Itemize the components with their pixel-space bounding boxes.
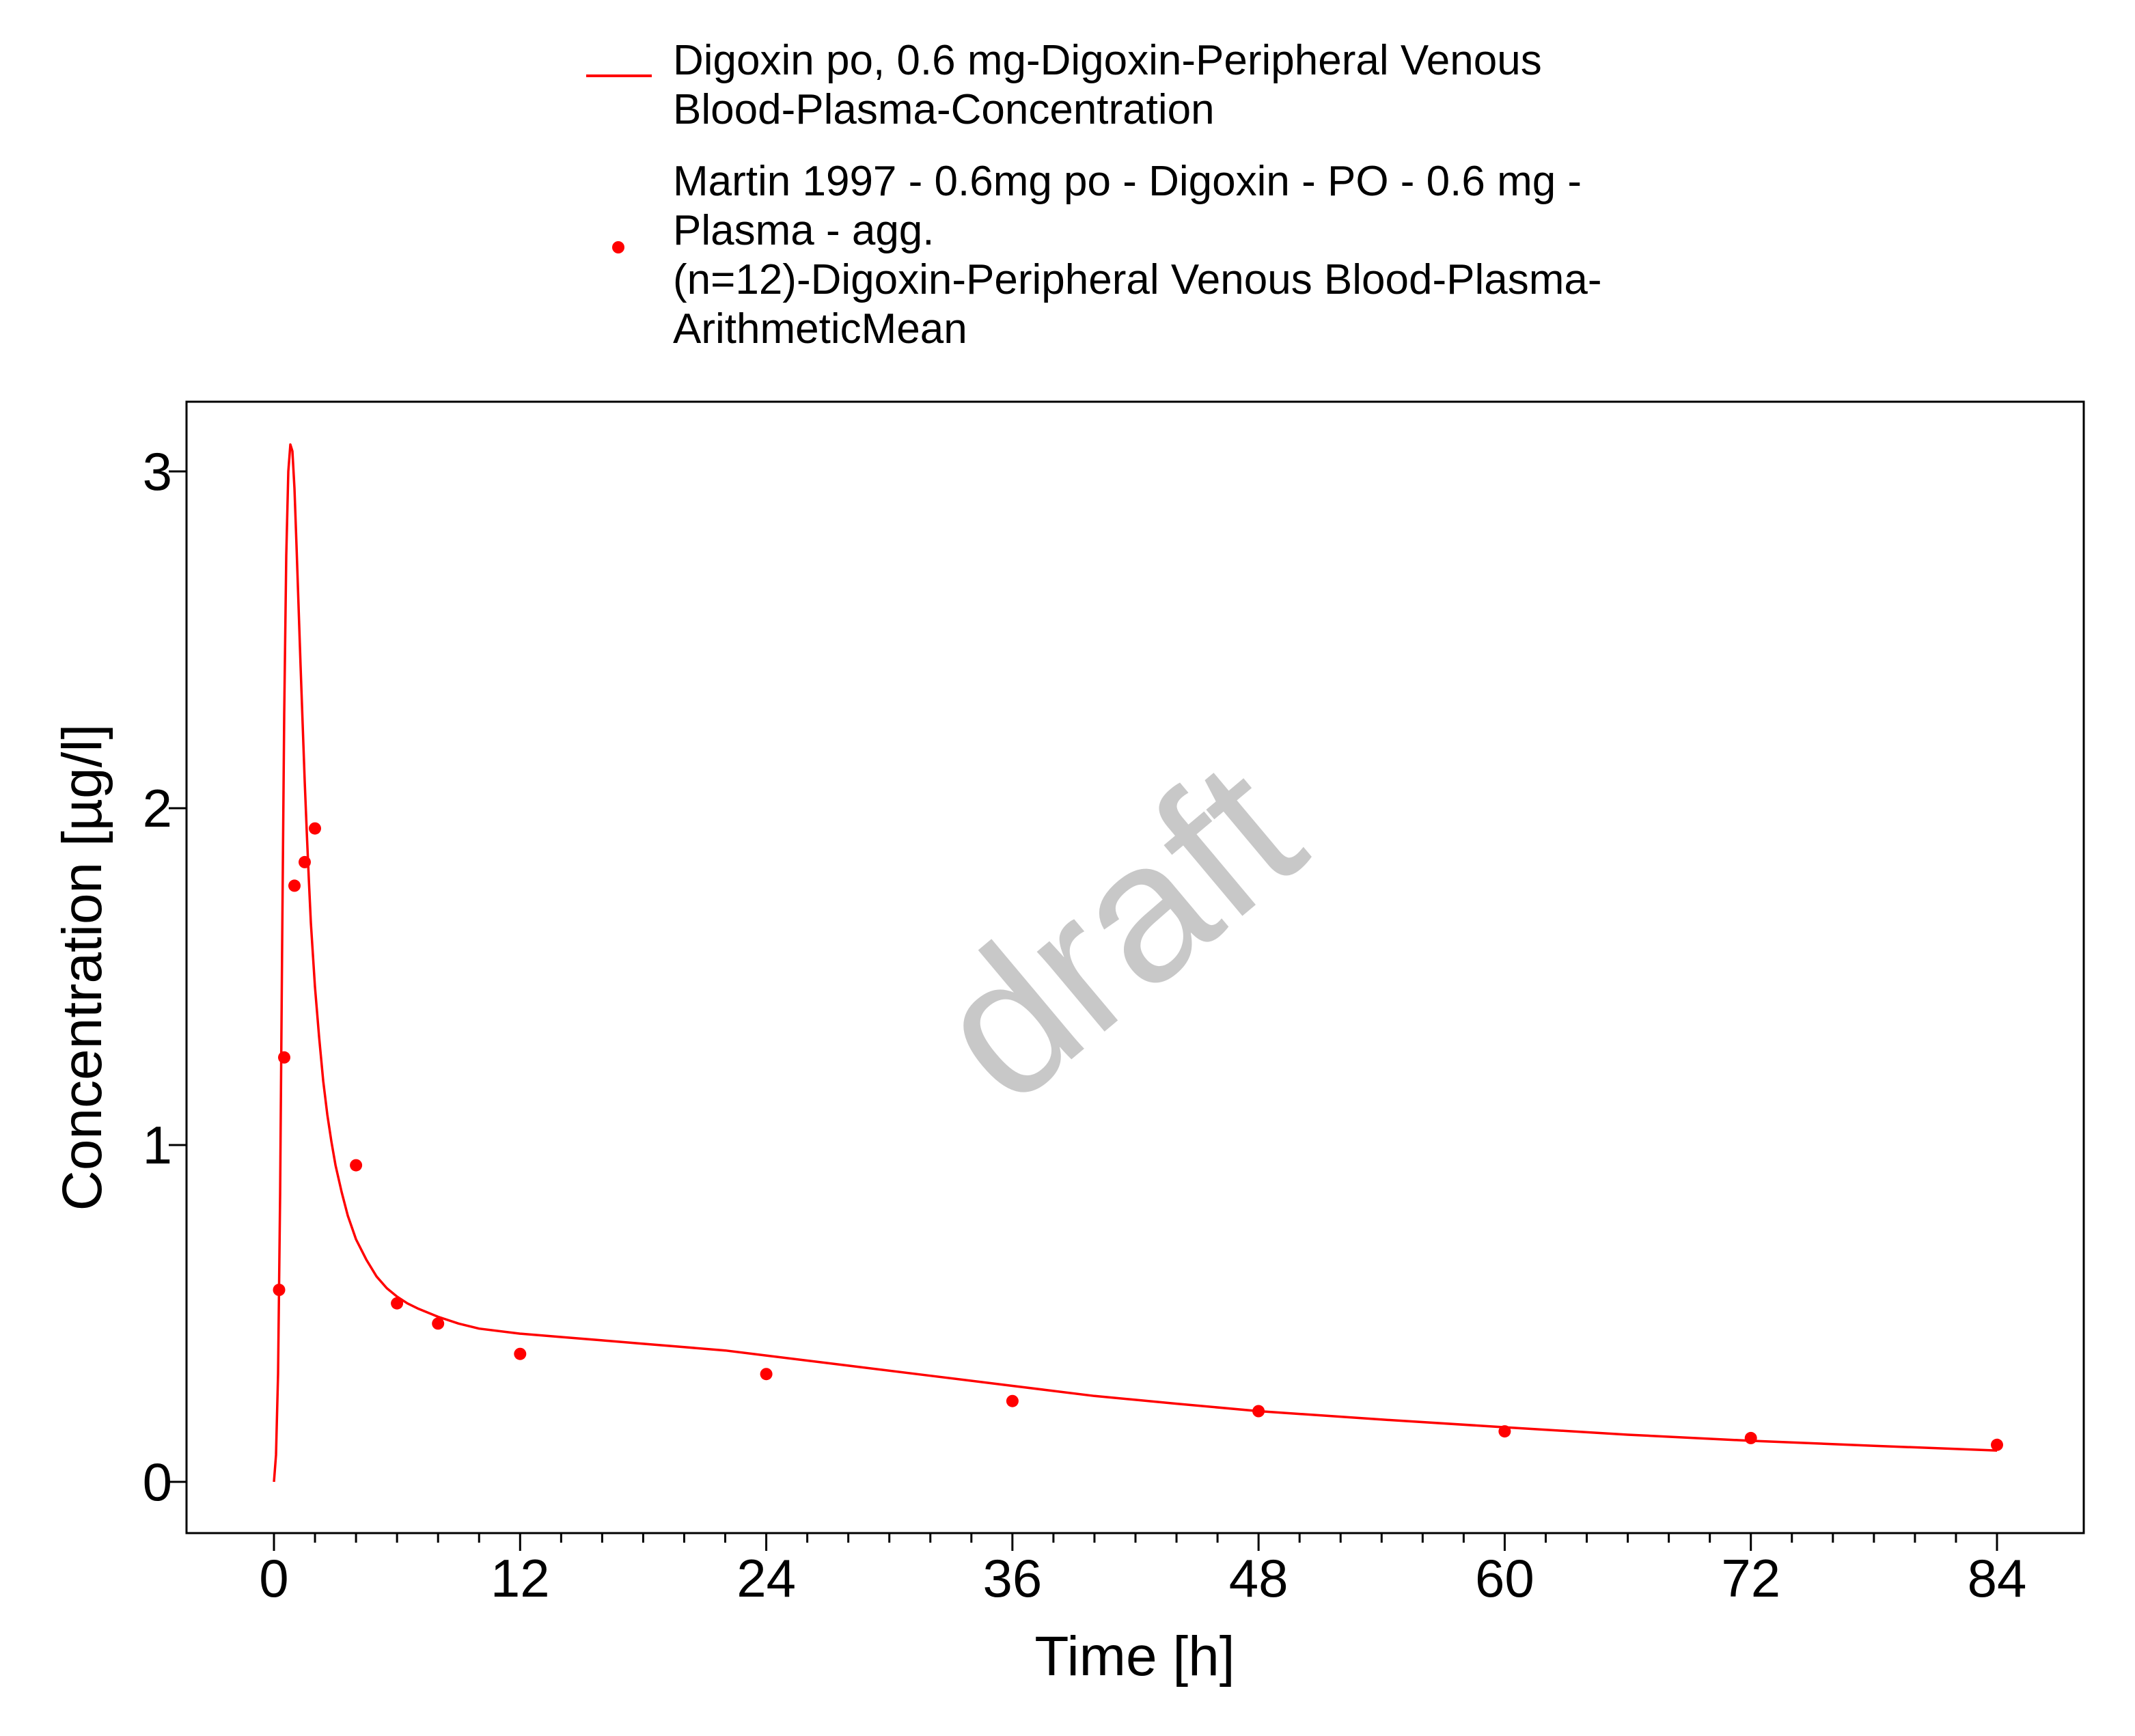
observed-point — [1252, 1405, 1265, 1418]
watermark-text: draft — [894, 719, 1341, 1144]
x-axis-label: Time [h] — [1034, 1625, 1235, 1687]
observed-point — [299, 855, 311, 868]
legend-label-observed-line1: Martin 1997 - 0.6mg po - Digoxin - PO - … — [673, 158, 1582, 205]
observed-point — [1744, 1431, 1757, 1444]
observed-point — [309, 822, 321, 835]
y-axis-label: Concentration [µg/l] — [51, 724, 113, 1211]
x-tick-label: 72 — [1721, 1548, 1780, 1608]
observed-point — [432, 1317, 445, 1330]
y-tick-label: 1 — [143, 1115, 172, 1175]
simulation-line — [273, 443, 1998, 1483]
legend-label-simulation-line2: Blood-Plasma-Concentration — [673, 86, 1215, 133]
x-tick-label: 60 — [1475, 1548, 1534, 1608]
x-tick-label: 36 — [982, 1548, 1042, 1608]
x-axis-ticks: 0 12 24 36 48 60 72 84 — [259, 1533, 2026, 1608]
observed-point — [350, 1159, 363, 1172]
x-tick-label: 0 — [259, 1548, 288, 1608]
y-axis-ticks: 0 1 2 3 — [143, 441, 187, 1512]
y-tick-label: 3 — [143, 441, 172, 501]
legend-label-simulation-line1: Digoxin po, 0.6 mg-Digoxin-Peripheral Ve… — [673, 37, 1542, 84]
x-tick-label: 84 — [1968, 1548, 2027, 1608]
observed-point — [760, 1368, 773, 1381]
observed-point — [391, 1297, 404, 1310]
legend-label-observed-line3: (n=12)-Digoxin-Peripheral Venous Blood-P… — [673, 256, 1602, 303]
observed-point — [278, 1051, 290, 1064]
legend-marker-swatch — [612, 241, 624, 253]
x-tick-label: 24 — [736, 1548, 796, 1608]
x-tick-label: 12 — [491, 1548, 550, 1608]
legend-label-observed-line2: Plasma - agg. — [673, 207, 935, 254]
series-layer — [273, 443, 2003, 1483]
y-tick-label: 0 — [143, 1452, 172, 1512]
observed-point — [273, 1284, 286, 1296]
observed-point — [1006, 1394, 1019, 1407]
x-tick-label: 48 — [1229, 1548, 1289, 1608]
legend: Digoxin po, 0.6 mg-Digoxin-Peripheral Ve… — [586, 37, 1602, 353]
y-tick-label: 2 — [143, 778, 172, 838]
observed-point — [514, 1347, 527, 1360]
observed-point — [1991, 1438, 2003, 1451]
legend-label-observed-line4: ArithmeticMean — [673, 305, 967, 353]
observed-point — [1498, 1425, 1511, 1438]
observed-point — [288, 879, 301, 892]
